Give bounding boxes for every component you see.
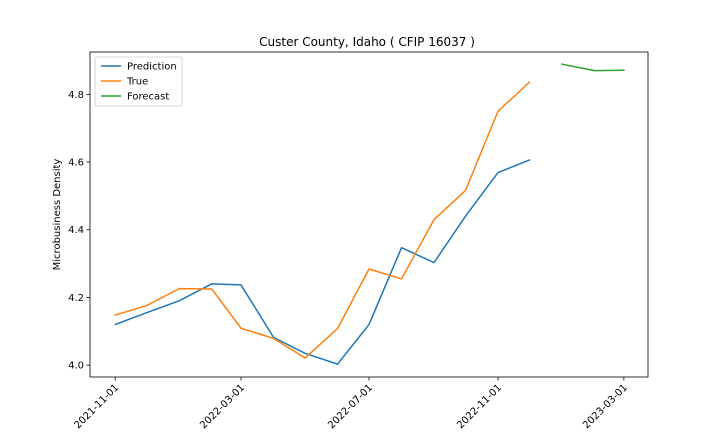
series-line-forecast (561, 63, 625, 72)
legend-label-prediction: Prediction (127, 62, 177, 73)
series-line-true (114, 81, 531, 359)
legend-label-true: True (126, 77, 148, 88)
y-tick-label: 4.2 (68, 293, 84, 304)
chart-title: Custer County, Idaho ( CFIP 16037 ) (259, 35, 475, 49)
y-tick-label: 4.6 (68, 158, 84, 169)
legend: Prediction True Forecast (94, 56, 183, 107)
series-line-prediction (114, 159, 531, 365)
series-lines (114, 63, 625, 365)
y-axis: 4.0 4.2 4.4 4.6 4.8 (68, 90, 90, 372)
y-tick-label: 4.0 (68, 361, 84, 372)
y-axis-label: Microbusiness Density (52, 159, 63, 271)
legend-box (94, 56, 183, 107)
legend-label-forecast: Forecast (127, 92, 169, 103)
y-tick-label: 4.4 (68, 225, 84, 236)
y-tick-label: 4.8 (68, 90, 84, 101)
